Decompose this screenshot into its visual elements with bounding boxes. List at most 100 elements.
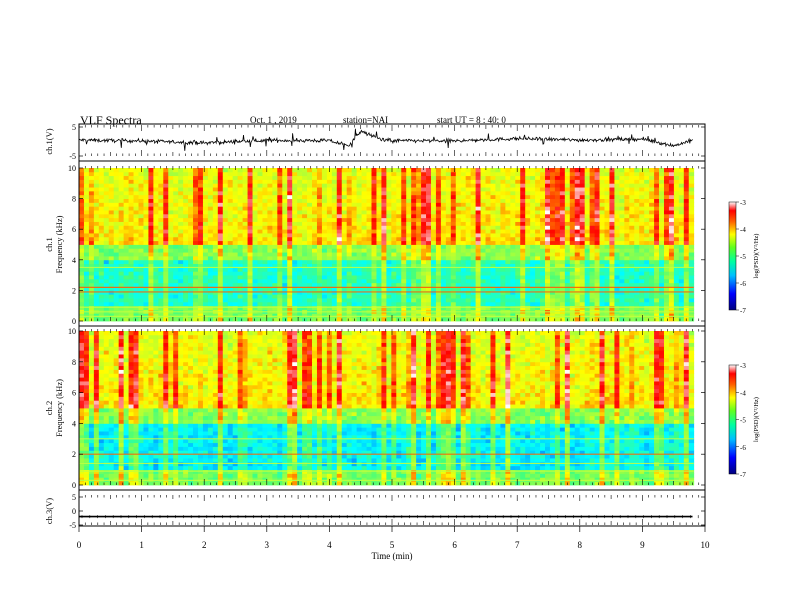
spectrogram-cell (252, 278, 258, 284)
spectrogram-cell (232, 175, 239, 180)
spectrogram-cell (396, 267, 402, 272)
spectrogram-cell (530, 248, 536, 253)
spectrogram-cell (549, 255, 556, 261)
spectrogram-cell (168, 301, 174, 307)
spectrogram-cell (619, 198, 625, 203)
spectrogram-cell (138, 278, 144, 284)
spectrogram-cell (470, 225, 476, 230)
spectrogram-cell (678, 248, 685, 253)
spectrogram-cell (118, 313, 125, 318)
spectrogram-cell (455, 255, 462, 261)
spectrogram-cell (406, 248, 412, 253)
spectrogram-cell (683, 187, 690, 192)
spectrogram-cell (589, 213, 595, 219)
spectrogram-cell (83, 187, 90, 192)
spectrogram-cell (673, 233, 680, 238)
spectrogram-cell (673, 267, 680, 272)
spectrogram-cell (639, 168, 645, 173)
spectrogram-cell (267, 282, 273, 287)
spectrogram-cell (579, 233, 586, 238)
spectrogram-cell (133, 301, 139, 307)
spectrogram-cell (242, 171, 248, 177)
spectrogram-cell (108, 248, 115, 253)
spectrogram-cell (520, 179, 526, 184)
spectrogram-cell (257, 255, 263, 261)
spectrogram-cell (302, 175, 308, 180)
spectrogram-cell (341, 187, 348, 192)
spectrogram-cell (202, 233, 209, 238)
spectrogram-cell (505, 301, 511, 307)
spectrogram-cell (495, 278, 501, 284)
spectrogram-cell (307, 313, 313, 318)
spectrogram-cell (649, 168, 655, 173)
spectrogram-cell (277, 179, 283, 184)
spectrogram-cell (604, 267, 610, 272)
spectrogram-cell (163, 198, 169, 203)
spectrogram-cell (485, 263, 491, 268)
spectrogram-cell (312, 198, 318, 203)
spectrogram-cell (401, 183, 407, 188)
spectrogram-cell (257, 233, 263, 238)
spectrogram-cell (331, 183, 338, 188)
spectrogram-cell (292, 271, 298, 276)
spectrogram-cell (341, 255, 348, 261)
spectrogram-cell (599, 286, 605, 291)
spectrogram-cell (123, 190, 129, 196)
spectrogram-cell (366, 213, 372, 219)
spectrogram-cell (480, 282, 486, 287)
spectrogram-cell (341, 221, 348, 226)
spectrogram-cell (445, 236, 452, 242)
spectrogram-cell (242, 282, 248, 287)
spectrogram-cell (480, 271, 486, 276)
spectrogram-cell (634, 210, 640, 215)
spectrogram-cell (341, 294, 348, 299)
spectrogram-cell (515, 301, 521, 307)
spectrogram-cell (619, 190, 625, 196)
spectrogram-cell (178, 236, 184, 242)
spectrogram-cell (188, 225, 194, 230)
spectrogram-cell (440, 240, 447, 245)
spectrogram-cell (103, 183, 110, 188)
spectrogram-cell (98, 275, 105, 280)
spectrogram-cell (302, 236, 308, 242)
spectrogram-cell (609, 271, 615, 276)
spectrogram-cell (688, 236, 695, 242)
spectrogram-cell (262, 194, 268, 199)
spectrogram-cell (594, 313, 600, 318)
spectrogram-cell (505, 221, 511, 226)
spectrogram-cell (178, 175, 184, 180)
spectrogram-cell (118, 229, 125, 234)
spectrogram-cell (381, 210, 387, 215)
spectrogram-cell (480, 171, 486, 177)
spectrogram-cell (93, 301, 100, 307)
spectrogram-cell (331, 190, 338, 196)
spectrogram-cell (381, 252, 387, 257)
spectrogram-cell (411, 240, 417, 245)
spectrogram-cell (411, 294, 417, 299)
spectrogram-cell (465, 278, 472, 284)
spectrogram-cell (292, 294, 298, 299)
spectrogram-cell (316, 282, 323, 287)
spectrogram-cell (649, 206, 655, 211)
spectrogram-cell (480, 229, 486, 234)
spectrogram-cell (197, 236, 204, 242)
spectrogram-cell (297, 236, 303, 242)
spectrogram-cell (688, 259, 695, 265)
spectrogram-cell (331, 248, 338, 253)
spectrogram-cell (554, 278, 561, 284)
spectrogram-cell (212, 202, 219, 207)
spectrogram-cell (559, 255, 566, 261)
spectrogram-cell (292, 171, 298, 177)
spectrogram-cell (158, 175, 164, 180)
spectrogram-cell (406, 259, 412, 265)
spectrogram-cell (366, 275, 372, 280)
spectrogram-cell (133, 179, 139, 184)
spectrogram-cell (232, 244, 239, 249)
spectrogram-cell (307, 202, 313, 207)
spectrogram-cell (361, 259, 367, 265)
spectrogram-cell (440, 244, 447, 249)
spectrogram-cell (326, 248, 333, 253)
spectrogram-cell (470, 198, 476, 203)
spectrogram-cell (426, 229, 432, 234)
